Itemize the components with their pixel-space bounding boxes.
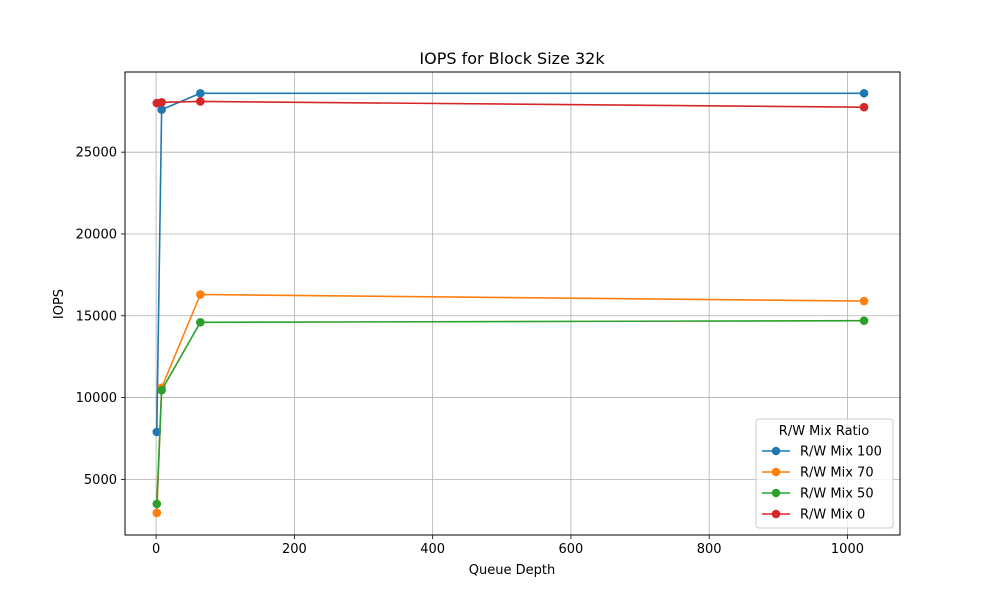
y-tick-label: 15000 bbox=[76, 309, 117, 324]
legend-marker bbox=[771, 446, 781, 456]
data-point bbox=[152, 508, 162, 518]
data-point bbox=[152, 499, 162, 509]
data-point bbox=[157, 385, 166, 395]
y-axis-ticks: 5000 10000 15000 20000 25000 bbox=[76, 146, 125, 488]
x-tick-label: 200 bbox=[282, 542, 307, 557]
y-axis-label: IOPS bbox=[52, 289, 67, 319]
legend-marker bbox=[771, 467, 781, 477]
legend-label: R/W Mix 70 bbox=[800, 466, 874, 481]
x-tick-label: 1000 bbox=[831, 542, 864, 557]
series-line bbox=[156, 319, 865, 504]
x-tick-label: 800 bbox=[697, 542, 722, 557]
legend-items: R/W Mix 100 R/W Mix 70 R/W Mix 50 R/W Mix 0 bbox=[762, 445, 882, 523]
plot-area-frame bbox=[124, 71, 901, 536]
legend-marker bbox=[771, 488, 781, 498]
legend-label: R/W Mix 50 bbox=[800, 487, 874, 502]
y-tick-label: 10000 bbox=[76, 391, 117, 406]
data-point bbox=[196, 97, 205, 106]
legend-label: R/W Mix 0 bbox=[800, 508, 865, 523]
data-point bbox=[859, 316, 869, 325]
x-axis-ticks: 0 200 400 600 800 1000 bbox=[152, 535, 864, 557]
data-point bbox=[859, 102, 869, 112]
legend-marker bbox=[771, 509, 781, 519]
x-tick-label: 0 bbox=[152, 542, 160, 557]
legend-item: R/W Mix 0 bbox=[762, 508, 865, 523]
series-layer bbox=[152, 88, 869, 518]
legend-item: R/W Mix 100 bbox=[762, 445, 882, 460]
data-point bbox=[196, 88, 205, 98]
legend-title: R/W Mix Ratio bbox=[779, 424, 869, 439]
data-point bbox=[859, 296, 869, 306]
y-tick-label: 5000 bbox=[84, 473, 117, 488]
legend-label: R/W Mix 100 bbox=[800, 445, 882, 460]
x-tick-label: 600 bbox=[559, 542, 584, 557]
data-point bbox=[196, 318, 205, 327]
series-r-w-mix-0 bbox=[152, 97, 869, 112]
x-tick-label: 400 bbox=[420, 542, 445, 557]
chart-title: IOPS for Block Size 32k bbox=[419, 49, 605, 68]
data-point bbox=[859, 88, 869, 98]
y-tick-label: 25000 bbox=[76, 146, 117, 161]
y-tick-label: 20000 bbox=[76, 227, 117, 242]
legend-item: R/W Mix 70 bbox=[762, 466, 874, 481]
data-point bbox=[196, 290, 205, 299]
legend-box bbox=[755, 418, 894, 529]
data-point bbox=[157, 105, 166, 114]
series-r-w-mix-50 bbox=[152, 316, 869, 509]
x-axis-label: Queue Depth bbox=[469, 563, 555, 578]
legend-item: R/W Mix 50 bbox=[762, 487, 874, 502]
data-point bbox=[157, 97, 166, 107]
data-point bbox=[152, 427, 162, 437]
